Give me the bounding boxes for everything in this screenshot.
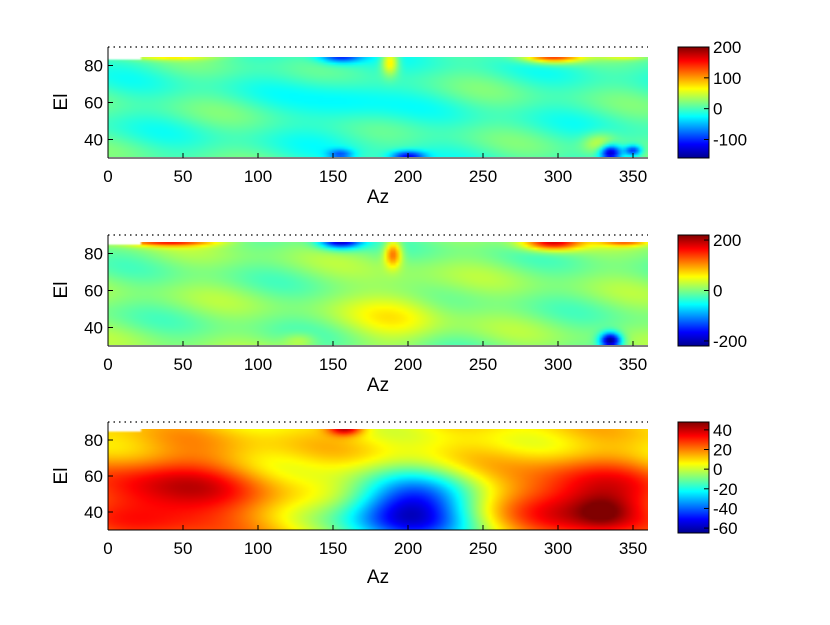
x-tick-label: 350 [619,355,647,374]
colorbar-ticks-1: 200 100 0 -100 [704,38,747,150]
x-tick-label: 150 [319,355,347,374]
y-tick-label: 60 [84,94,103,113]
colorbar-tick-label: 20 [713,441,732,460]
x-ticks-3: 0 50 100 150 200 250 300 350 [103,525,647,558]
colorbar-tick-label: 0 [713,100,722,119]
x-tick-label: 100 [244,167,272,186]
y-tick-label: 60 [84,282,103,301]
y-ticks-1: 40 60 80 [84,57,113,150]
colorbar-tick-label: -200 [713,332,747,351]
x-tick-label: 250 [469,355,497,374]
x-tick-label: 200 [394,355,422,374]
x-tick-label: 150 [319,167,347,186]
x-tick-label: 200 [394,539,422,558]
x-tick-label: 50 [174,539,193,558]
x-tick-label: 300 [544,355,572,374]
x-tick-label: 200 [394,167,422,186]
y-tick-label: 80 [84,431,103,450]
colorbar-tick-label: 100 [713,69,741,88]
y-ticks-2: 40 60 80 [84,245,113,338]
x-tick-label: 350 [619,167,647,186]
x-tick-label: 50 [174,167,193,186]
x-tick-label: 50 [174,355,193,374]
heatmap-3 [108,429,648,530]
panel-1: 0 50 100 150 200 250 300 350 40 60 80 Az El 200 10… [51,38,747,208]
colorbar-tick-label: 200 [713,231,741,250]
x-tick-label: 250 [469,539,497,558]
x-tick-label: 0 [103,539,112,558]
y-tick-label: 40 [84,319,103,338]
x-tick-label: 300 [544,167,572,186]
x-tick-label: 150 [319,539,347,558]
y-tick-label: 60 [84,467,103,486]
panel-2: 0 50 100 150 200 250 300 350 40 60 80 Az El 200 0 -… [51,231,747,396]
x-tick-label: 0 [103,167,112,186]
x-axis-label-2: Az [367,375,389,396]
x-ticks-2: 0 50 100 150 200 250 300 350 [103,341,647,374]
x-tick-label: 350 [619,539,647,558]
colorbar-tick-label: 40 [713,421,732,440]
y-axis-label-2: El [51,282,72,299]
x-tick-label: 300 [544,539,572,558]
colorbar-tick-label: 0 [713,282,722,301]
x-axis-label-1: Az [367,187,389,208]
x-tick-label: 100 [244,355,272,374]
y-axis-label-1: El [51,94,72,111]
colorbar-tick-label: -40 [713,499,738,518]
y-tick-label: 40 [84,131,103,150]
colorbar-tick-label: 0 [713,460,722,479]
y-tick-label: 80 [84,245,103,264]
colorbar-tick-label: -60 [713,519,738,538]
y-tick-label: 40 [84,503,103,522]
x-axis-label-3: Az [367,567,389,588]
x-tick-label: 250 [469,167,497,186]
heatmap-2 [108,242,648,345]
x-tick-label: 0 [103,355,112,374]
colorbar-tick-label: 200 [713,38,741,57]
x-ticks-1: 0 50 100 150 200 250 300 350 [103,153,647,186]
colorbar-3 [677,421,710,534]
colorbar-tick-label: -20 [713,480,738,499]
y-tick-label: 80 [84,57,103,76]
colorbar-tick-label: -100 [713,131,747,150]
y-axis-label-3: El [51,468,72,485]
colorbar-ticks-2: 200 0 -200 [704,231,747,351]
y-ticks-3: 40 60 80 [84,431,113,522]
x-tick-label: 100 [244,539,272,558]
heatmap-1 [108,57,648,157]
colorbar-1 [677,46,710,159]
colorbar-2 [677,234,710,347]
